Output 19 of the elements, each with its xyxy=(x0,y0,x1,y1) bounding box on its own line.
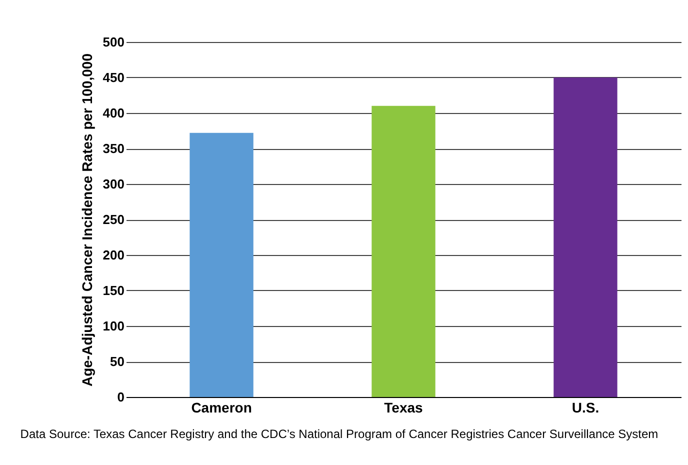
bar xyxy=(372,106,436,397)
y-tick-label: 150 xyxy=(102,283,124,298)
y-tick-label: 400 xyxy=(102,106,124,120)
x-tick-label: U.S. xyxy=(572,400,600,416)
y-tick-label: 50 xyxy=(110,354,124,369)
y-tick-label: 450 xyxy=(102,70,124,85)
y-tick-label: 250 xyxy=(102,212,124,227)
source-note: Data Source: Texas Cancer Registry and the CDC’s National Program of Cancer Registries Cancer Surveillance System xyxy=(20,427,658,441)
y-tick-label: 100 xyxy=(102,318,124,334)
y-tick-label: 0 xyxy=(117,390,124,404)
y-tick-label: 350 xyxy=(102,141,124,156)
y-tick-label: 200 xyxy=(102,248,124,262)
y-tick-label: 500 xyxy=(102,34,124,50)
bar xyxy=(190,132,254,397)
x-tick-label: Cameron xyxy=(191,400,252,416)
bar xyxy=(554,78,618,397)
y-axis-title: Age-Adjusted Cancer Incidence Rates per 100,000 xyxy=(78,53,95,387)
y-tick-label: 300 xyxy=(102,176,124,192)
x-tick-label: Texas xyxy=(384,400,424,416)
